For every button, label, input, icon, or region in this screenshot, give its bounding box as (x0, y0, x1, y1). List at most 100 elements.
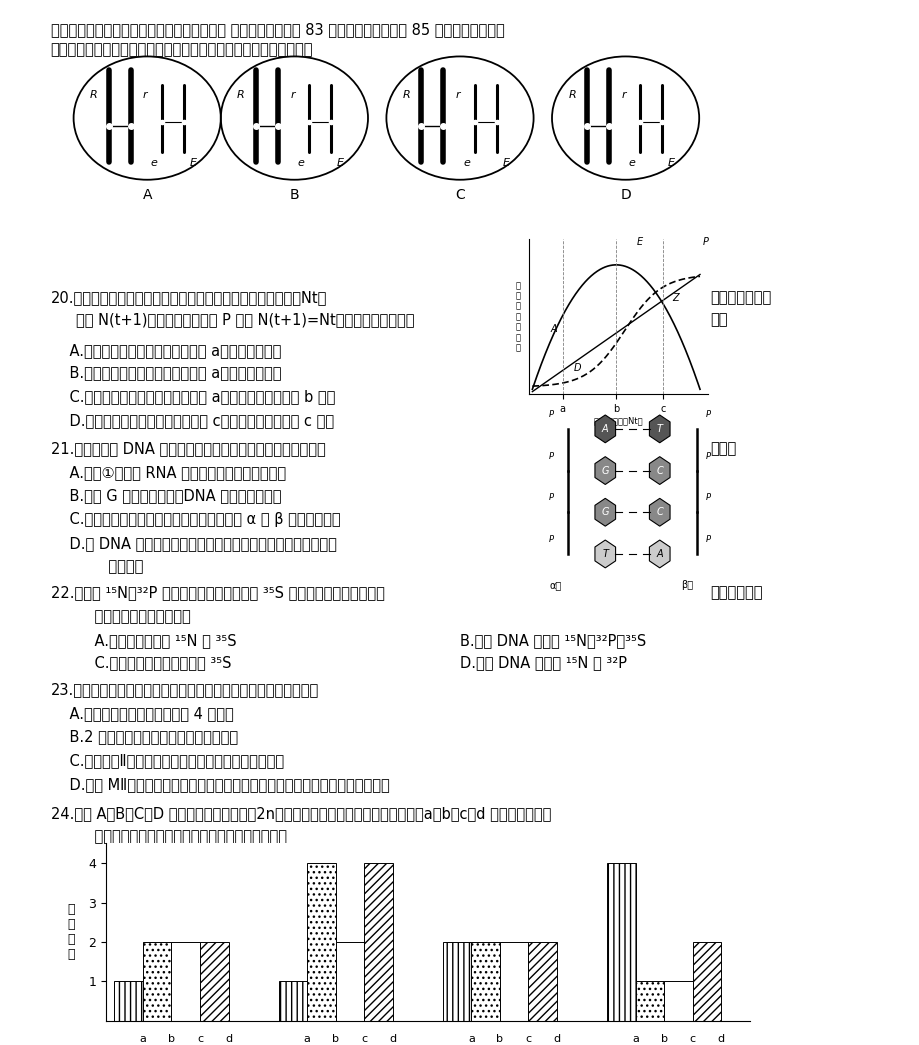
Text: P: P (549, 493, 553, 503)
Text: C.对于甲种群，如果种群数量高于 a，种群数量会保持在 b 附近: C.对于甲种群，如果种群数量高于 a，种群数量会保持在 b 附近 (51, 389, 335, 403)
Text: A.模型制作过程中总共用到了 4 根铁丝: A.模型制作过程中总共用到了 4 根铁丝 (51, 706, 233, 721)
Polygon shape (649, 415, 669, 443)
Bar (114, 981, 142, 1021)
Bar (142, 942, 171, 1021)
Text: R: R (237, 90, 244, 100)
Text: C.有丝分裂末期染色体变为染色质时，图中 α 和 β 链解开成单链: C.有丝分裂末期染色体变为染色质时，图中 α 和 β 链解开成单链 (51, 512, 340, 527)
Text: A: A (550, 324, 557, 334)
Text: C: C (655, 507, 663, 517)
Text: a: a (303, 1034, 311, 1044)
Text: D.对于乙种群，如果种群数量高于 c，种群数量会保持在 c 附近: D.对于乙种群，如果种群数量高于 c，种群数量会保持在 c 附近 (51, 413, 334, 427)
Polygon shape (649, 498, 669, 527)
Text: B.对于乙种群，如果种群数量低于 a，则会走向灭绝: B.对于乙种群，如果种群数量低于 a，则会走向灭绝 (51, 365, 281, 379)
Bar (335, 942, 364, 1021)
Text: P: P (705, 493, 709, 503)
Text: P: P (702, 237, 709, 248)
Text: R: R (90, 90, 97, 100)
Text: 可能不同: 可能不同 (76, 559, 143, 574)
Text: 23.下列是关于「减数分裂模型的制作研究」的相关叙述，正确的是: 23.下列是关于「减数分裂模型的制作研究」的相关叙述，正确的是 (51, 682, 319, 697)
Text: D.可在 DNA 中找到 ¹⁵N 和 ³²P: D.可在 DNA 中找到 ¹⁵N 和 ³²P (460, 655, 627, 670)
Text: C.大部分噬菌体外壳中具有 ³⁵S: C.大部分噬菌体外壳中具有 ³⁵S (76, 655, 232, 670)
Text: R: R (403, 90, 410, 100)
Text: d: d (553, 1034, 560, 1044)
Text: r: r (142, 90, 148, 100)
Polygon shape (595, 415, 615, 443)
Text: c: c (197, 1034, 203, 1044)
Text: E: E (336, 158, 344, 168)
Text: b: b (496, 1034, 503, 1044)
Text: 22.如果用 ¹⁵N、³²P 标记噬菌体后，让其侵染 ³⁵S 标记的细菌，在子代噬菌: 22.如果用 ¹⁵N、³²P 标记噬菌体后，让其侵染 ³⁵S 标记的细菌，在子代… (51, 585, 384, 600)
Text: r: r (620, 90, 626, 100)
Text: B: B (289, 188, 299, 202)
Polygon shape (595, 498, 615, 527)
Text: e: e (628, 158, 635, 168)
Text: A.对于甲种群，如果种群数量低于 a，则会走向灭绝: A.对于甲种群，如果种群数量低于 a，则会走向灭绝 (51, 343, 280, 357)
Bar (471, 942, 499, 1021)
Text: d: d (225, 1034, 232, 1044)
Text: G: G (601, 466, 608, 475)
Polygon shape (595, 540, 615, 567)
Text: 和一年后的种群: 和一年后的种群 (709, 291, 771, 305)
Text: r: r (289, 90, 295, 100)
Text: 果植株进行测交，测交后代表现型及其株数为 单一花序卵圆形果 83 株、复状花序圆形果 85 株。据此判断，下: 果植株进行测交，测交后代表现型及其株数为 单一花序卵圆形果 83 株、复状花序圆… (51, 22, 504, 37)
Text: Z: Z (672, 294, 678, 303)
Text: b: b (332, 1034, 339, 1044)
Text: 数量 N(t+1)）间的关系，直线 P 表示 N(t+1)=Nt。下列有关叙述错误: 数量 N(t+1)）间的关系，直线 P 表示 N(t+1)=Nt。下列有关叙述错… (76, 312, 414, 327)
Text: D: D (619, 188, 630, 202)
Text: P: P (549, 410, 553, 419)
Bar (307, 863, 335, 1021)
Bar (171, 942, 199, 1021)
Text: B.图中 G 占的比例越高，DNA 的热稳定性越高: B.图中 G 占的比例越高，DNA 的热稳定性越高 (51, 488, 281, 503)
Bar (364, 863, 392, 1021)
Text: D.模拟 MⅡ时的纺锤体应以第一次分裂时的赤道面为中心且与第一个纺锤体垂直: D.模拟 MⅡ时的纺锤体应以第一次分裂时的赤道面为中心且与第一个纺锤体垂直 (51, 777, 389, 792)
Text: a: a (468, 1034, 474, 1044)
Text: e: e (462, 158, 470, 168)
Text: D: D (573, 363, 581, 373)
Bar (442, 942, 471, 1021)
Text: d: d (389, 1034, 396, 1044)
Text: E: E (502, 158, 509, 168)
Text: P: P (705, 451, 709, 461)
Text: c: c (689, 1034, 695, 1044)
Text: b: b (168, 1034, 175, 1044)
Bar (635, 981, 664, 1021)
Text: c: c (361, 1034, 367, 1044)
Text: d: d (717, 1034, 724, 1044)
Text: 列四图中，能正确表示该单一花序圆形果植株基因与染色体关系的是: 列四图中，能正确表示该单一花序圆形果植株基因与染色体关系的是 (51, 42, 312, 56)
Text: B.2 种不同长度的染色体表示同源染色体: B.2 种不同长度的染色体表示同源染色体 (51, 729, 237, 744)
Text: E: E (667, 158, 675, 168)
Bar (692, 942, 720, 1021)
Text: G: G (601, 507, 608, 517)
Text: E: E (636, 237, 642, 248)
Text: 中，能够找到的元素为：: 中，能够找到的元素为： (76, 609, 191, 624)
Bar (199, 942, 228, 1021)
Text: A.图中①可以用 RNA 聚合酶断裂，也可加热断裂: A.图中①可以用 RNA 聚合酶断裂，也可加热断裂 (51, 465, 286, 480)
Text: β链: β链 (680, 580, 692, 589)
Text: r: r (455, 90, 460, 100)
Text: T: T (602, 549, 607, 559)
Text: A: A (601, 424, 608, 434)
Bar (499, 942, 528, 1021)
Bar (278, 981, 307, 1021)
Text: a: a (140, 1034, 146, 1044)
Y-axis label: 相
对
数
量: 相 对 数 量 (68, 903, 75, 961)
Text: 体的结构成分: 体的结构成分 (709, 585, 762, 600)
Text: A.可在外壳中找到 ¹⁵N 和 ³⁵S: A.可在外壳中找到 ¹⁵N 和 ³⁵S (76, 633, 237, 648)
Text: 24.下图 A、B、C、D 表示某雄性哺乳动物（2n）在减数分裂过程中不同时期的细胞，a、b、c、d 分别表示某结构: 24.下图 A、B、C、D 表示某雄性哺乳动物（2n）在减数分裂过程中不同时期的… (51, 806, 550, 820)
Bar (607, 863, 635, 1021)
Text: A: A (142, 188, 152, 202)
Text: P: P (705, 410, 709, 419)
Text: P: P (549, 451, 553, 461)
Text: P: P (705, 535, 709, 544)
Text: C: C (655, 466, 663, 475)
Text: b: b (660, 1034, 667, 1044)
Text: B.可在 DNA 中找到 ¹⁵N、³²P、³⁵S: B.可在 DNA 中找到 ¹⁵N、³²P、³⁵S (460, 633, 645, 648)
Text: 21.右图为某一 DNA 分子的部分片段的结构示意图，下列叙述错: 21.右图为某一 DNA 分子的部分片段的结构示意图，下列叙述错 (51, 441, 325, 456)
Y-axis label: 一
年
后
种
群
数
量: 一 年 后 种 群 数 量 (515, 281, 520, 352)
Text: A: A (655, 549, 663, 559)
Text: 的是: 的是 (709, 312, 727, 327)
Text: c: c (525, 1034, 531, 1044)
Text: e: e (297, 158, 304, 168)
Text: C.模拟中期Ⅱ时，一个细胞中只出现一种颜色的染色体: C.模拟中期Ⅱ时，一个细胞中只出现一种颜色的染色体 (51, 753, 283, 768)
Text: T: T (656, 424, 662, 434)
